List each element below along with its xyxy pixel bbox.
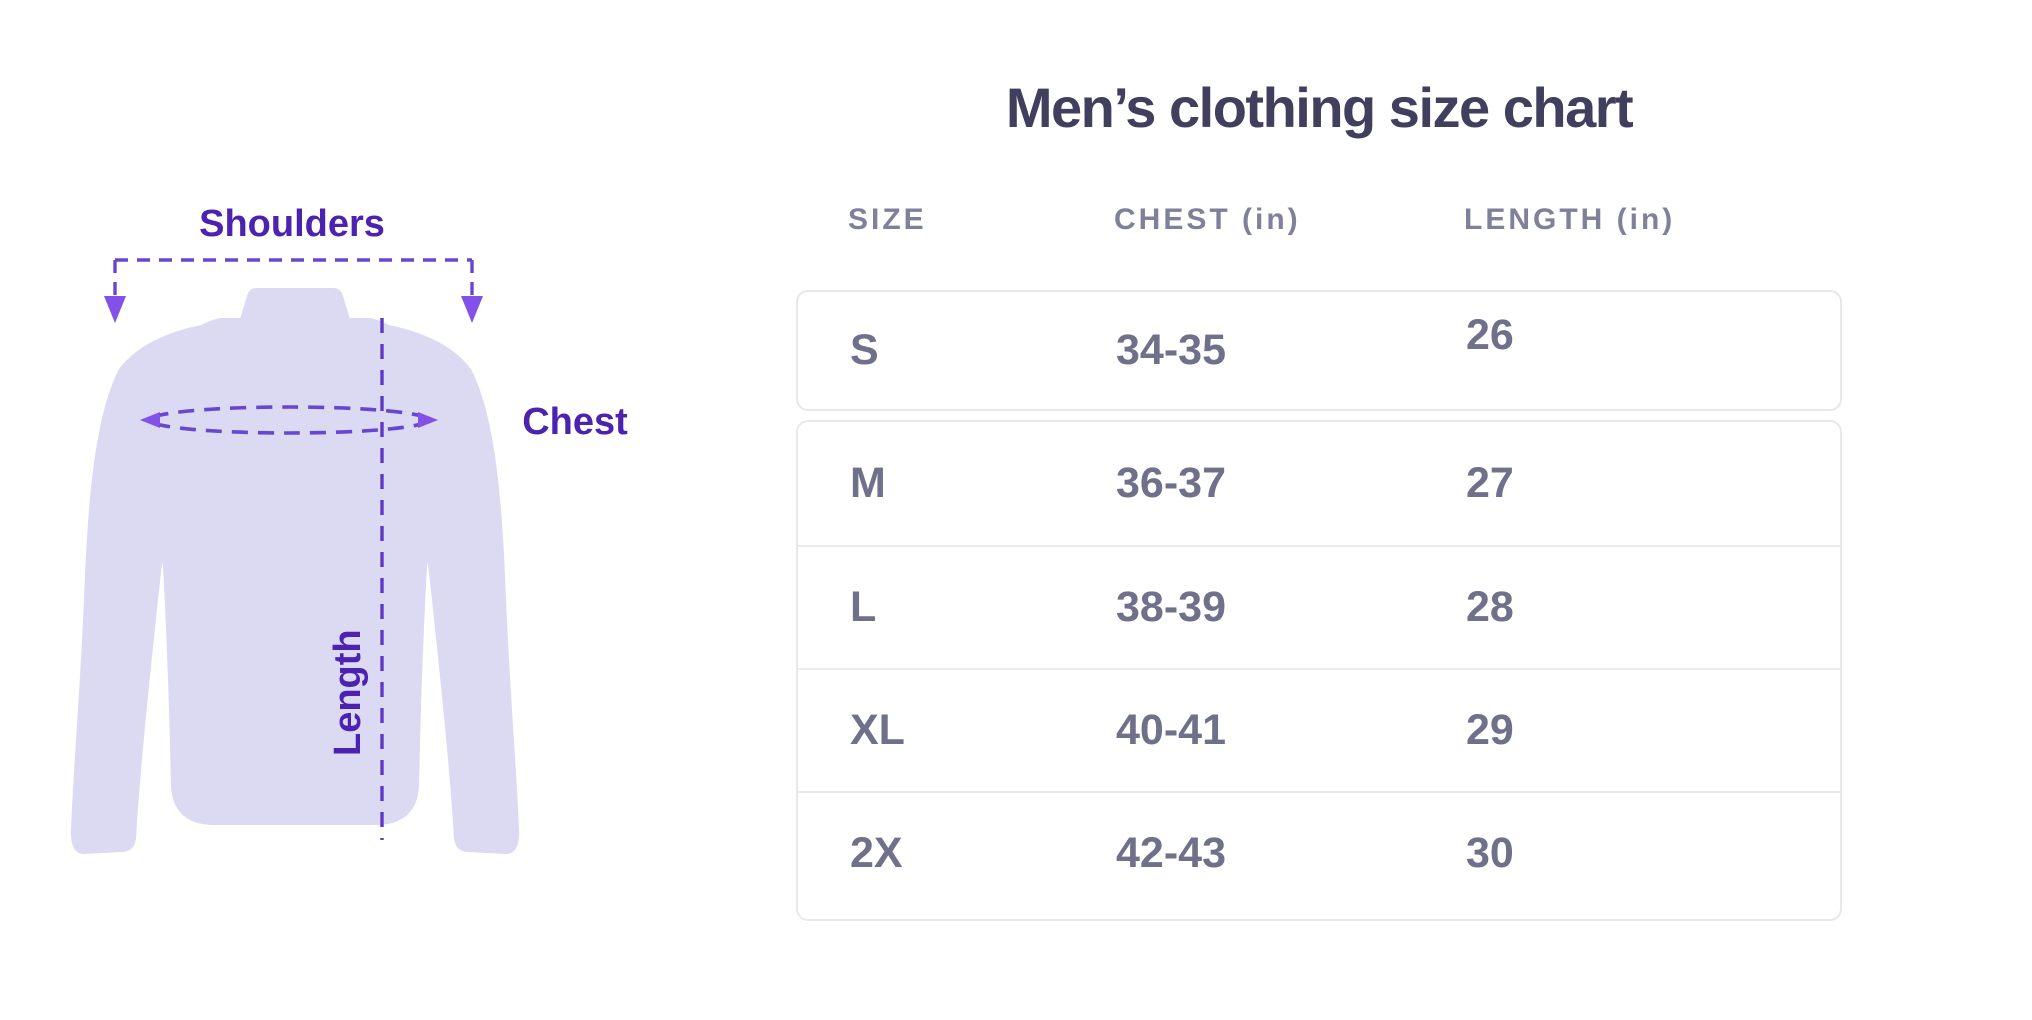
chest-label: Chest: [522, 401, 628, 443]
size-cell: L: [850, 583, 877, 631]
shoulders-arrow-right-icon: [461, 296, 483, 323]
shirt-collar: [238, 288, 352, 326]
shoulders-label: Shoulders: [199, 203, 385, 245]
page-title: Men’s clothing size chart: [1005, 76, 1634, 139]
table-row: M 36-37 27: [798, 422, 1840, 545]
column-header-chest: CHEST (in): [1114, 203, 1301, 236]
table-row: 2X 42-43 30: [798, 791, 1840, 914]
shoulders-arrow-left-icon: [104, 296, 126, 323]
chest-cell: 36-37: [1116, 459, 1226, 507]
table-row: S 34-35 26: [798, 292, 1840, 409]
column-header-size: SIZE: [848, 203, 927, 236]
length-cell: 26: [1466, 311, 1514, 359]
size-cell: M: [850, 459, 886, 507]
length-label: Length: [327, 629, 369, 756]
size-cell: 2X: [850, 829, 903, 877]
length-cell: 29: [1466, 706, 1514, 754]
length-cell: 28: [1466, 583, 1514, 631]
size-cell: XL: [850, 706, 905, 754]
chest-cell: 42-43: [1116, 829, 1226, 877]
table-header-row: SIZE CHEST (in) LENGTH (in): [796, 198, 1842, 242]
length-cell: 30: [1466, 829, 1514, 877]
table-row: XL 40-41 29: [798, 668, 1840, 791]
chest-cell: 34-35: [1116, 326, 1226, 374]
size-cell: S: [850, 326, 879, 374]
shirt-body: [153, 318, 437, 825]
length-cell: 27: [1466, 459, 1514, 507]
table-row: L 38-39 28: [798, 545, 1840, 668]
chest-cell: 38-39: [1116, 583, 1226, 631]
size-card-small: S 34-35 26: [796, 290, 1842, 411]
column-header-length: LENGTH (in): [1464, 203, 1676, 236]
shirt-right-sleeve: [354, 320, 520, 854]
chest-arrow-left-icon: [140, 412, 160, 428]
chest-arrow-right-icon: [418, 412, 438, 428]
shirt-left-sleeve: [70, 320, 236, 854]
chest-cell: 40-41: [1116, 706, 1226, 754]
shirt-measurement-diagram: Shoulders Length Chest: [70, 203, 628, 854]
size-card-rest: M 36-37 27 L 38-39 28 XL 40-41 29 2X 42-43 30: [796, 420, 1842, 921]
